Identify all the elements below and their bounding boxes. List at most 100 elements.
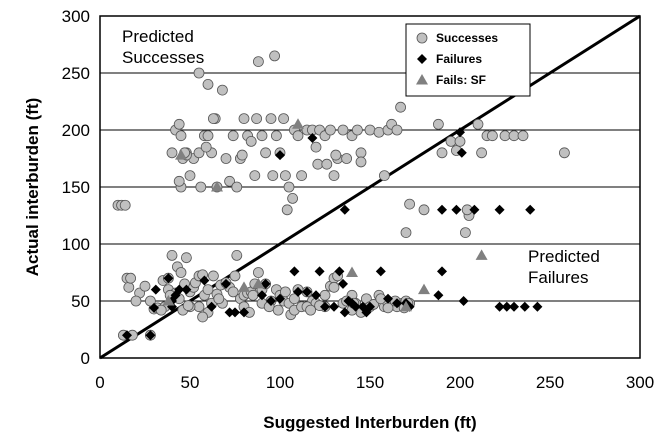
y-tick-label: 150 bbox=[62, 178, 90, 197]
failure-point bbox=[437, 266, 447, 277]
success-point bbox=[123, 281, 135, 293]
failure-point bbox=[307, 132, 318, 143]
annotation-predicted-failures: Failures bbox=[528, 268, 588, 287]
failure-point bbox=[383, 293, 393, 304]
fails-sf-point bbox=[175, 149, 187, 160]
success-point bbox=[283, 181, 295, 193]
success-point bbox=[445, 135, 457, 147]
success-point bbox=[418, 204, 430, 216]
success-point bbox=[324, 124, 336, 136]
success-point bbox=[279, 286, 291, 298]
failure-point bbox=[339, 307, 350, 318]
x-tick-label: 150 bbox=[356, 373, 384, 392]
failure-point bbox=[433, 290, 444, 301]
success-point bbox=[436, 147, 448, 159]
failure-point bbox=[494, 301, 505, 312]
failure-point bbox=[163, 273, 174, 284]
success-point bbox=[227, 286, 239, 298]
success-point bbox=[265, 113, 277, 124]
success-point bbox=[305, 304, 317, 316]
success-point bbox=[249, 170, 261, 182]
success-point bbox=[517, 130, 529, 142]
success-point bbox=[236, 149, 248, 161]
failure-point bbox=[365, 301, 375, 312]
success-point bbox=[319, 289, 331, 301]
y-tick-label: 0 bbox=[81, 349, 90, 368]
success-point bbox=[173, 118, 185, 130]
success-point bbox=[231, 181, 243, 193]
success-point bbox=[207, 113, 219, 124]
data-points bbox=[112, 50, 570, 341]
success-point bbox=[508, 130, 520, 142]
x-tick-label: 100 bbox=[266, 373, 294, 392]
failure-point bbox=[293, 286, 303, 297]
success-point bbox=[454, 135, 466, 147]
success-point bbox=[125, 272, 137, 284]
success-point bbox=[270, 130, 282, 142]
success-point bbox=[139, 280, 151, 292]
failure-point bbox=[122, 330, 132, 341]
success-point bbox=[378, 170, 390, 182]
plot-frame bbox=[99, 15, 641, 359]
failure-point bbox=[509, 301, 519, 312]
success-point bbox=[166, 147, 178, 159]
failure-point bbox=[525, 204, 536, 215]
success-point bbox=[202, 79, 214, 90]
success-point bbox=[341, 153, 353, 164]
y-tick-label: 250 bbox=[62, 64, 90, 83]
failure-point bbox=[275, 150, 285, 161]
failure-point bbox=[150, 284, 161, 295]
failure-point bbox=[239, 307, 249, 318]
failure-point bbox=[289, 266, 300, 277]
fails-sf-point bbox=[211, 181, 223, 192]
failure-point bbox=[302, 286, 312, 297]
failure-point bbox=[311, 290, 321, 301]
annotation-predicted-failures: Predicted bbox=[528, 247, 600, 266]
success-point bbox=[260, 147, 272, 159]
failure-point bbox=[469, 204, 480, 215]
success-point bbox=[200, 141, 212, 153]
success-point bbox=[256, 130, 268, 142]
annotation-predicted-successes: Predicted bbox=[122, 27, 194, 46]
success-point bbox=[486, 130, 498, 142]
success-point bbox=[184, 170, 196, 182]
failure-point bbox=[181, 284, 192, 295]
success-point bbox=[202, 284, 214, 296]
y-axis-title: Actual interburden (ft) bbox=[23, 98, 42, 277]
success-point bbox=[476, 147, 488, 159]
failure-point bbox=[339, 204, 350, 215]
success-point bbox=[229, 270, 241, 282]
success-point bbox=[252, 56, 264, 67]
fails-sf-point bbox=[400, 300, 412, 312]
failure-point bbox=[149, 302, 159, 313]
annotations: Predicted Successes Predicted Failures bbox=[122, 27, 600, 287]
x-tick-label: 0 bbox=[95, 373, 104, 392]
success-point bbox=[351, 124, 363, 136]
success-point bbox=[272, 304, 284, 316]
x-tick-label: 250 bbox=[536, 373, 564, 392]
success-point bbox=[404, 198, 416, 210]
success-point bbox=[227, 130, 239, 142]
failure-point bbox=[224, 307, 235, 318]
failure-point bbox=[455, 127, 465, 138]
legend-marker bbox=[417, 54, 427, 64]
failure-point bbox=[329, 301, 339, 312]
failure-point bbox=[257, 290, 267, 301]
x-axis-title: Suggested Interburden (ft) bbox=[263, 413, 476, 432]
failure-point bbox=[334, 266, 345, 277]
success-point bbox=[173, 175, 185, 187]
failure-point bbox=[206, 301, 217, 312]
failure-point bbox=[437, 204, 447, 215]
success-point bbox=[330, 149, 342, 161]
success-point bbox=[224, 175, 236, 187]
success-point bbox=[197, 311, 209, 323]
failure-point bbox=[320, 301, 330, 312]
failure-point bbox=[458, 296, 469, 306]
success-point bbox=[355, 147, 367, 159]
fails-sf-point bbox=[252, 277, 265, 289]
failure-point bbox=[266, 296, 276, 306]
failure-point bbox=[145, 330, 156, 341]
success-point bbox=[373, 126, 385, 138]
success-point bbox=[144, 295, 156, 307]
